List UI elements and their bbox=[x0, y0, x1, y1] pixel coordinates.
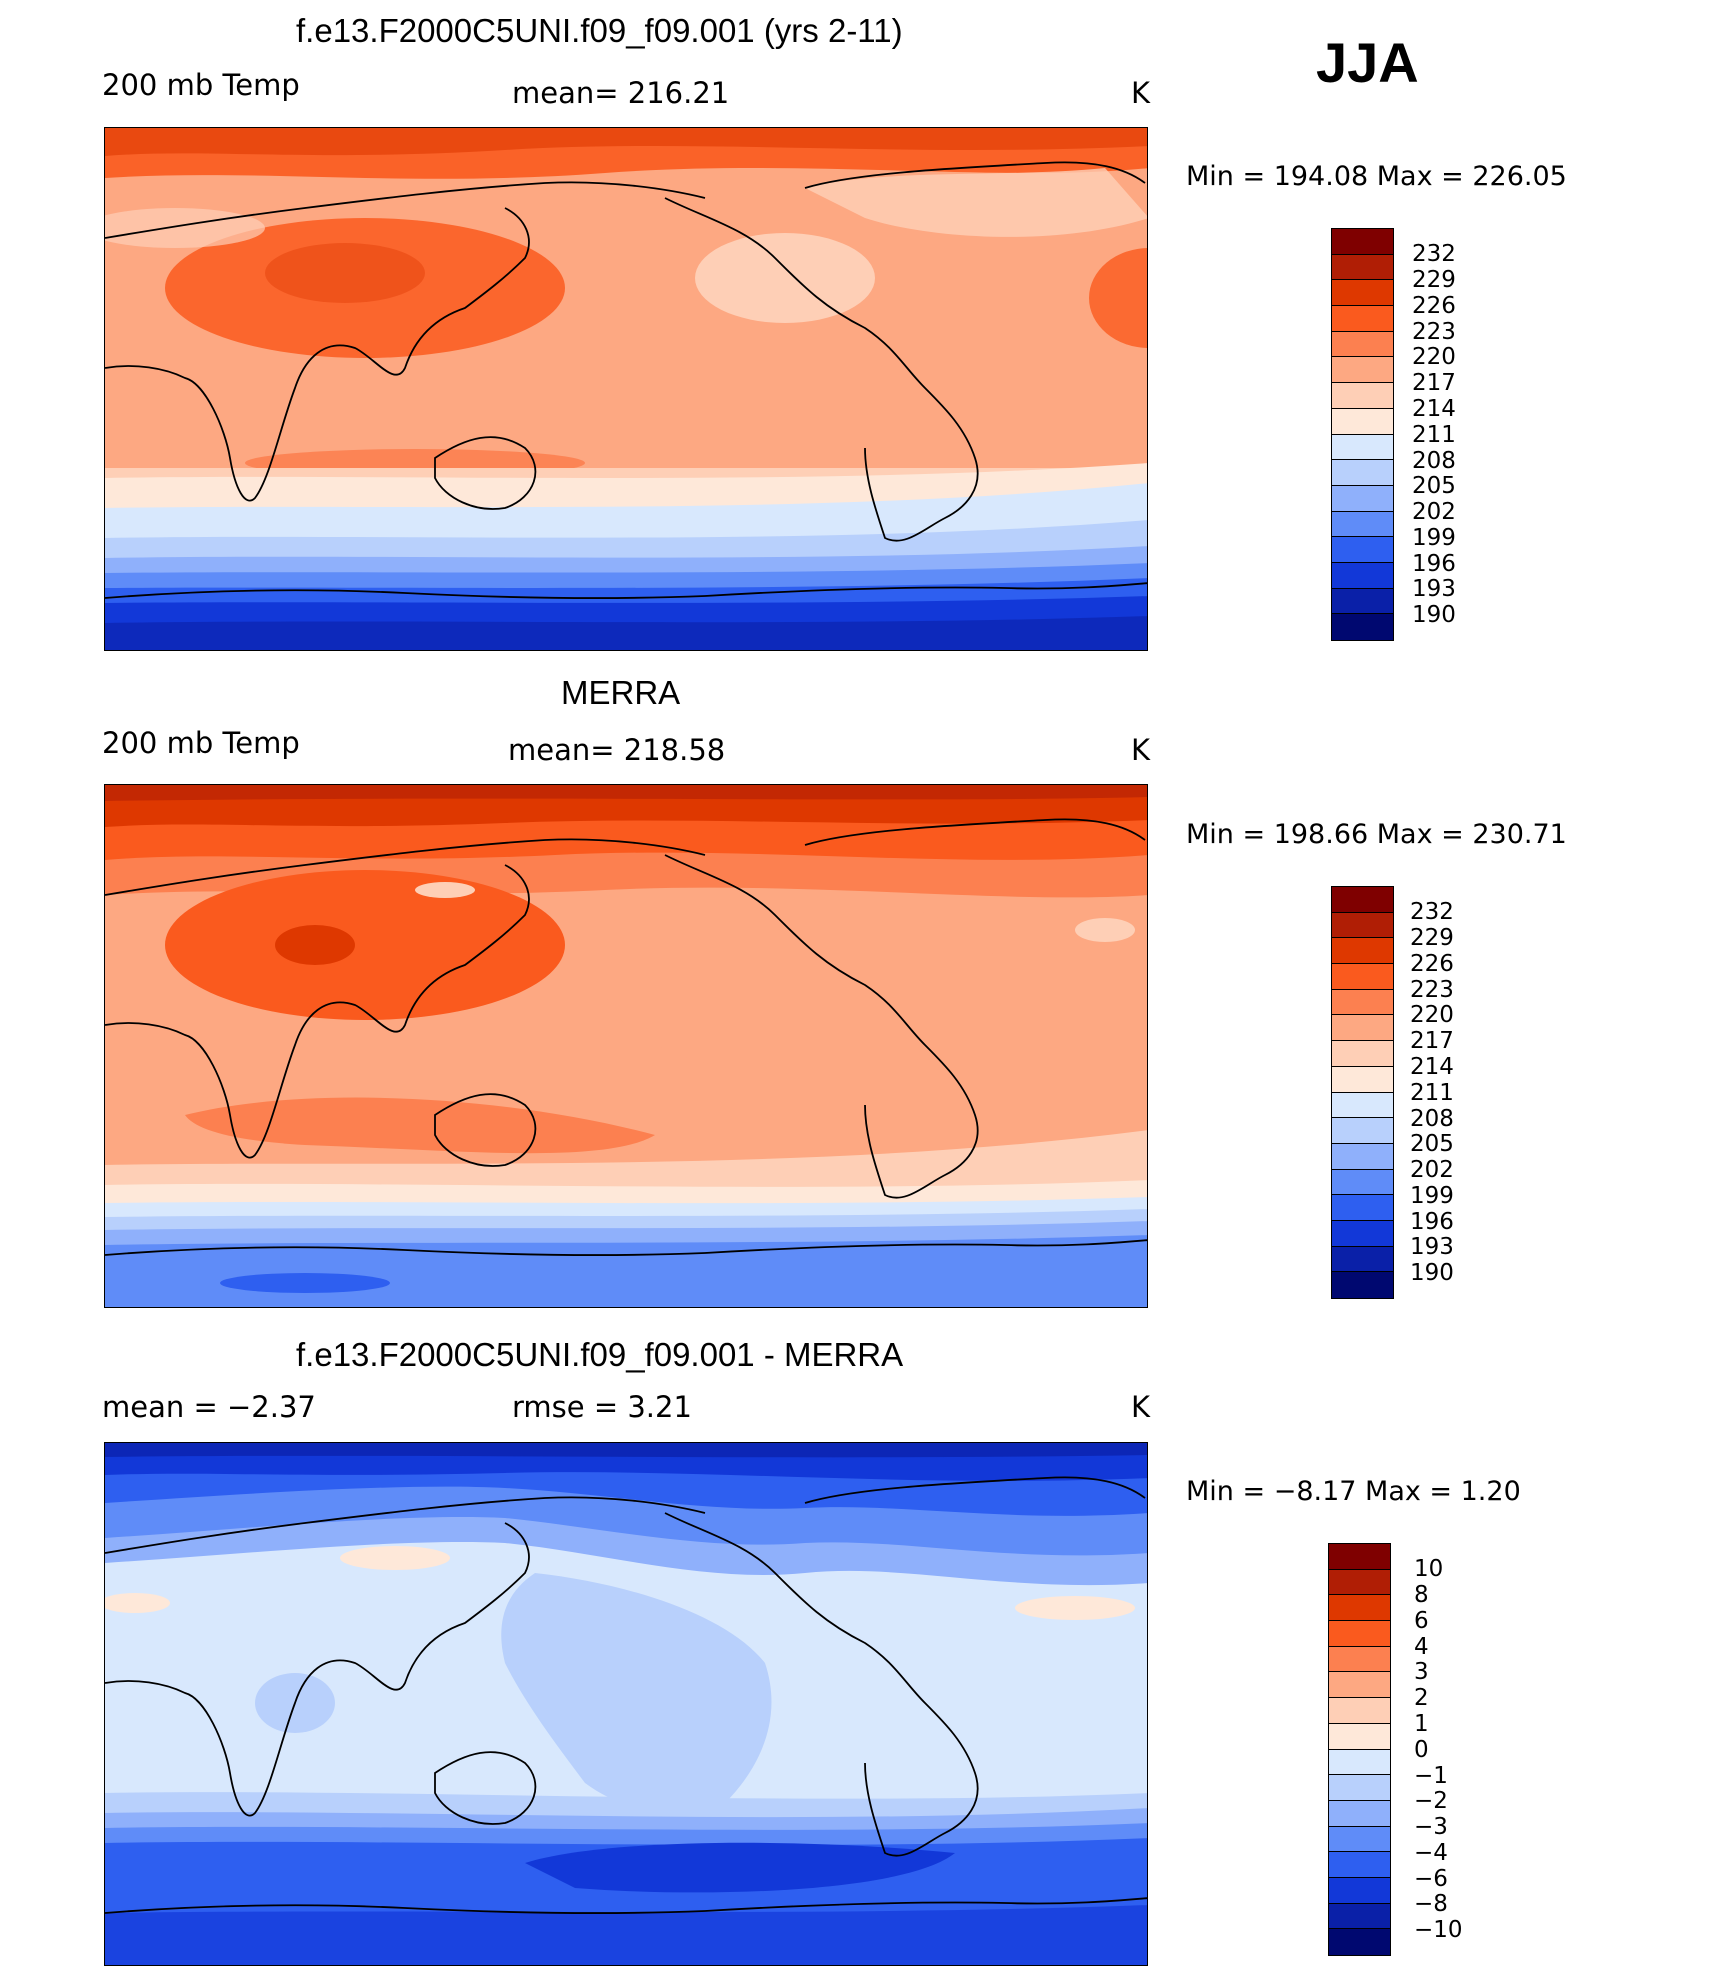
colorbar-label: −1 bbox=[1414, 1763, 1448, 1789]
colorbar-label: 211 bbox=[1410, 1080, 1454, 1106]
colorbar-label: 10 bbox=[1414, 1556, 1444, 1582]
colorbar-label: 196 bbox=[1410, 1209, 1454, 1235]
colorbar-label: 223 bbox=[1412, 319, 1456, 345]
mean-label: mean = −2.37 bbox=[102, 1390, 316, 1424]
units-label: K bbox=[1131, 733, 1151, 767]
units-label: K bbox=[1131, 76, 1151, 110]
colorbar-label: 2 bbox=[1414, 1685, 1429, 1711]
colorbar-label: 190 bbox=[1412, 602, 1456, 628]
colorbar-label: 208 bbox=[1410, 1106, 1454, 1132]
colorbar-label: 220 bbox=[1412, 344, 1456, 370]
colorbar-label: −10 bbox=[1414, 1917, 1463, 1943]
colorbar-label: 193 bbox=[1410, 1234, 1454, 1260]
colorbar-label: 205 bbox=[1410, 1131, 1454, 1157]
colorbar-label: 223 bbox=[1410, 977, 1454, 1003]
colorbar-label: 8 bbox=[1414, 1582, 1429, 1608]
units-label: K bbox=[1131, 1390, 1151, 1424]
colorbar-label: 199 bbox=[1410, 1183, 1454, 1209]
colorbar-label: 193 bbox=[1412, 576, 1456, 602]
colorbar-label: −4 bbox=[1414, 1840, 1448, 1866]
colorbar-label: 4 bbox=[1414, 1634, 1429, 1660]
temperature-difference-map bbox=[104, 1442, 1148, 1966]
colorbar-label: 214 bbox=[1410, 1054, 1454, 1080]
variable-label: 200 mb Temp bbox=[102, 726, 300, 760]
rmse-label: rmse = 3.21 bbox=[512, 1390, 692, 1424]
colorbar-label: 229 bbox=[1410, 925, 1454, 951]
colorbar-label: 229 bbox=[1412, 267, 1456, 293]
panel-title: MERRA bbox=[561, 674, 681, 711]
colorbar-label: 190 bbox=[1410, 1260, 1454, 1286]
colorbar-label: 217 bbox=[1412, 370, 1456, 396]
colorbar-label: 205 bbox=[1412, 473, 1456, 499]
variable-label: 200 mb Temp bbox=[102, 68, 300, 102]
colorbar-label: 0 bbox=[1414, 1737, 1429, 1763]
colorbar-label: 1 bbox=[1414, 1711, 1429, 1737]
mean-label: mean= 218.58 bbox=[508, 733, 726, 767]
colorbar-label: 217 bbox=[1410, 1028, 1454, 1054]
panel-title: f.e13.F2000C5UNI.f09_f09.001 - MERRA bbox=[296, 1336, 904, 1373]
temperature-map-merra bbox=[104, 784, 1148, 1308]
colorbar-label: 214 bbox=[1412, 396, 1456, 422]
colorbar-label: 226 bbox=[1410, 951, 1454, 977]
colorbar-label: −6 bbox=[1414, 1866, 1448, 1892]
colorbar-label: −8 bbox=[1414, 1891, 1448, 1917]
minmax-label: Min = −8.17 Max = 1.20 bbox=[1186, 1476, 1521, 1507]
colorbar-label: 208 bbox=[1412, 448, 1456, 474]
minmax-label: Min = 198.66 Max = 230.71 bbox=[1186, 819, 1567, 850]
colorbar-label: 202 bbox=[1412, 499, 1456, 525]
colorbar-merra bbox=[1331, 886, 1394, 1299]
colorbar-label: 3 bbox=[1414, 1659, 1429, 1685]
temperature-map-model bbox=[104, 127, 1148, 651]
minmax-label: Min = 194.08 Max = 226.05 bbox=[1186, 161, 1567, 192]
panel-title: f.e13.F2000C5UNI.f09_f09.001 (yrs 2-11) bbox=[296, 12, 903, 49]
colorbar-label: 196 bbox=[1412, 551, 1456, 577]
colorbar-label: −2 bbox=[1414, 1788, 1448, 1814]
colorbar-label: 232 bbox=[1410, 899, 1454, 925]
colorbar-label: 220 bbox=[1410, 1002, 1454, 1028]
colorbar-label: 199 bbox=[1412, 525, 1456, 551]
colorbar-label: 6 bbox=[1414, 1608, 1429, 1634]
mean-label: mean= 216.21 bbox=[512, 76, 730, 110]
colorbar-model bbox=[1331, 228, 1394, 641]
colorbar-label: −3 bbox=[1414, 1814, 1448, 1840]
colorbar-label: 226 bbox=[1412, 293, 1456, 319]
colorbar-label: 202 bbox=[1410, 1157, 1454, 1183]
colorbar-label: 232 bbox=[1412, 241, 1456, 267]
colorbar-label: 211 bbox=[1412, 422, 1456, 448]
season-label: JJA bbox=[1316, 31, 1419, 94]
colorbar-difference bbox=[1328, 1543, 1391, 1956]
